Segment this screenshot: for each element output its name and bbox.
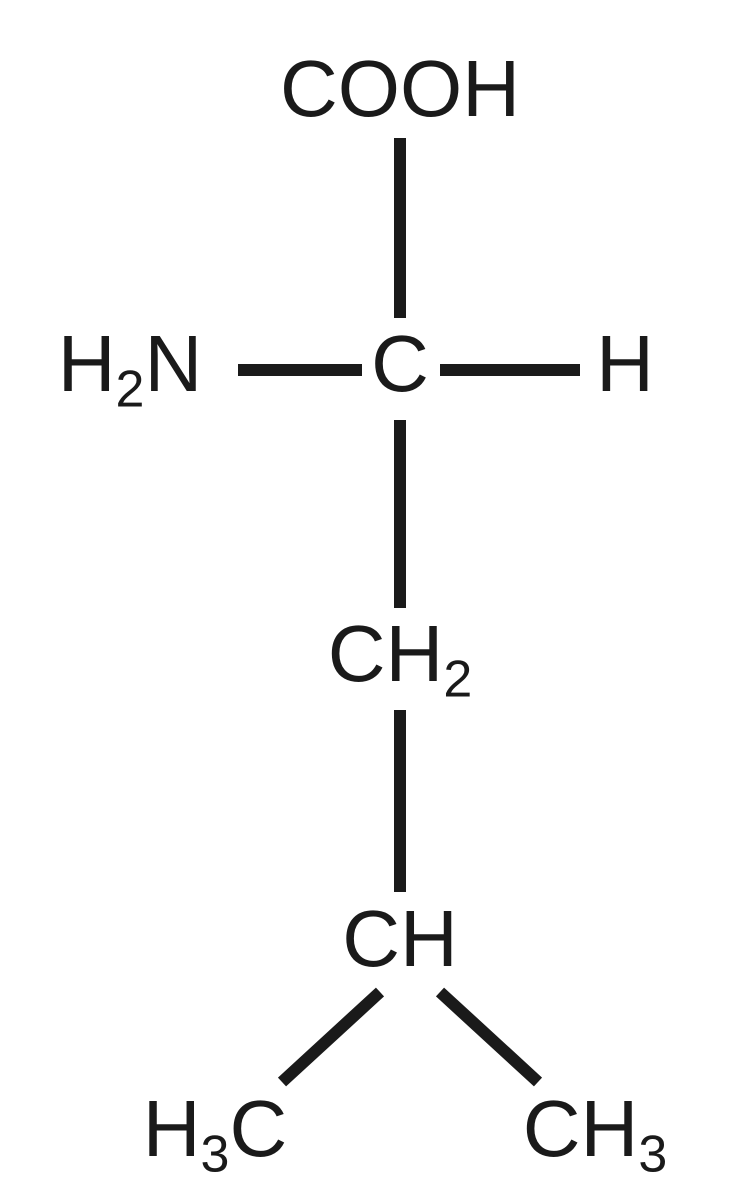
chemical-structure-diagram: COOHH2NCHCH2CHH3CCH3: [0, 0, 738, 1200]
atom-cooh: COOH: [280, 44, 520, 133]
atom-h3c: H3C: [143, 1084, 287, 1183]
bond-ch-ch3: [440, 992, 538, 1082]
atom-h: H: [596, 319, 654, 408]
atom-ch: CH: [342, 894, 458, 983]
atom-c: C: [371, 319, 429, 408]
atom-ch3: CH3: [523, 1084, 667, 1183]
atom-ch2: CH2: [328, 609, 472, 708]
atom-h2n: H2N: [58, 319, 202, 418]
bond-ch-h3c: [282, 992, 380, 1082]
